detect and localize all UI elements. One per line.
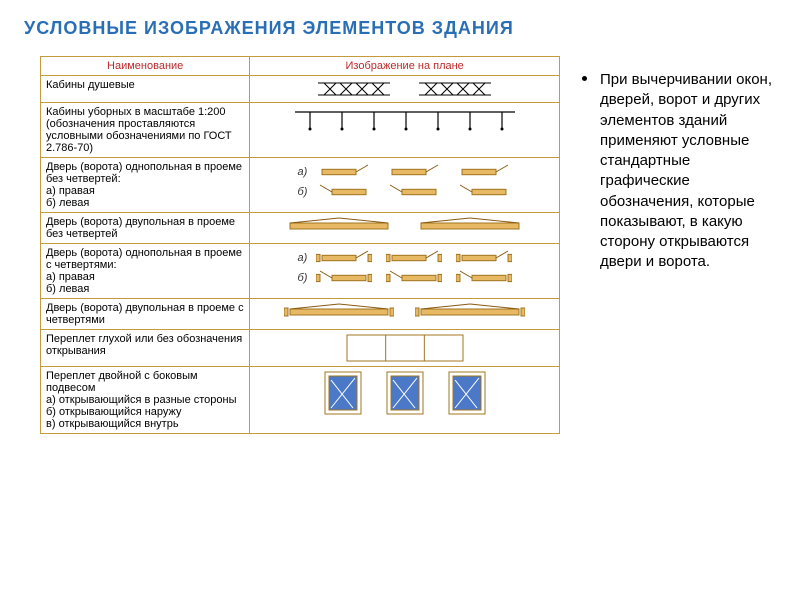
row-name: Кабины душевые <box>41 76 250 103</box>
door-icon <box>316 163 372 181</box>
bullet-icon <box>582 76 587 81</box>
row-diagram: а) б) <box>250 158 560 213</box>
row-name: Дверь (ворота) однопольная в проеме без … <box>41 158 250 213</box>
table-row: Дверь (ворота) двупольная в проеме без ч… <box>41 213 560 244</box>
door-double-icon <box>284 302 394 322</box>
table-row: Дверь (ворота) однопольная в проеме с че… <box>41 244 560 299</box>
row-diagram <box>250 213 560 244</box>
table-row: Дверь (ворота) двупольная в проеме с чет… <box>41 299 560 330</box>
row-name: Дверь (ворота) двупольная в проеме без ч… <box>41 213 250 244</box>
door-icon <box>456 163 512 181</box>
row-name: Кабины уборных в масштабе 1:200 (обознач… <box>41 103 250 158</box>
door-icon <box>456 269 512 287</box>
shower-icon <box>415 79 495 99</box>
row-diagram <box>250 76 560 103</box>
door-icon <box>456 249 512 267</box>
row-diagram <box>250 367 560 434</box>
row-name: Переплет глухой или без обозначения откр… <box>41 330 250 367</box>
table-row: Переплет глухой или без обозначения откр… <box>41 330 560 367</box>
window-icon <box>385 370 425 416</box>
row-name: Переплет двойной с боковым подвесом а) о… <box>41 367 250 434</box>
symbols-table: Наименование Изображение на плане Кабины… <box>40 56 560 434</box>
door-icon <box>386 163 442 181</box>
comb-icon <box>285 106 525 134</box>
row-diagram <box>250 330 560 367</box>
table-row: Переплет двойной с боковым подвесом а) о… <box>41 367 560 434</box>
door-double-icon <box>284 216 394 236</box>
frame-icon <box>345 333 465 363</box>
door-icon <box>386 183 442 201</box>
table-row: Кабины уборных в масштабе 1:200 (обознач… <box>41 103 560 158</box>
door-icon <box>456 183 512 201</box>
door-double-icon <box>415 302 525 322</box>
header-name: Наименование <box>41 57 250 76</box>
row-name: Дверь (ворота) двупольная в проеме с чет… <box>41 299 250 330</box>
door-icon <box>316 249 372 267</box>
window-icon <box>323 370 363 416</box>
door-icon <box>316 269 372 287</box>
description-text: При вычерчивании окон, дверей, ворот и д… <box>600 71 772 270</box>
door-icon <box>386 249 442 267</box>
shower-icon <box>314 79 394 99</box>
description-paragraph: При вычерчивании окон, дверей, ворот и д… <box>600 70 780 273</box>
table-row: Дверь (ворота) однопольная в проеме без … <box>41 158 560 213</box>
door-double-icon <box>415 216 525 236</box>
row-name: Дверь (ворота) однопольная в проеме с че… <box>41 244 250 299</box>
page-title: УСЛОВНЫЕ ИЗОБРАЖЕНИЯ ЭЛЕМЕНТОВ ЗДАНИЯ <box>24 18 514 39</box>
window-icon <box>447 370 487 416</box>
row-diagram <box>250 103 560 158</box>
header-image: Изображение на плане <box>250 57 560 76</box>
row-diagram <box>250 299 560 330</box>
table-row: Кабины душевые <box>41 76 560 103</box>
row-diagram: а) б) <box>250 244 560 299</box>
door-icon <box>386 269 442 287</box>
door-icon <box>316 183 372 201</box>
